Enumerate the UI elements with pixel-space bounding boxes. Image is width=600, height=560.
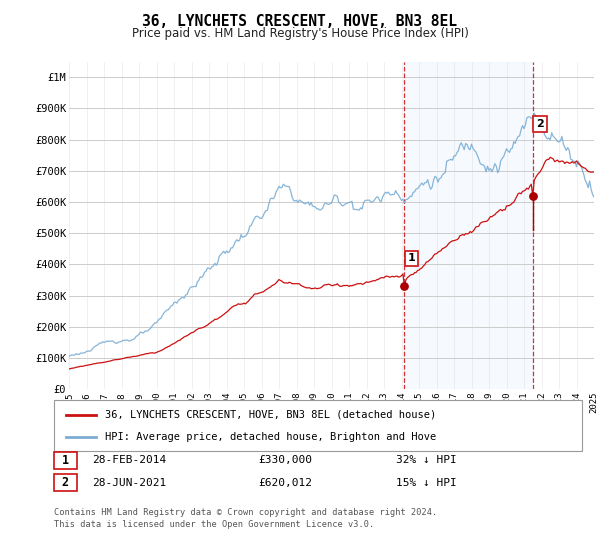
Text: 1: 1 <box>408 253 416 263</box>
Text: 36, LYNCHETS CRESCENT, HOVE, BN3 8EL (detached house): 36, LYNCHETS CRESCENT, HOVE, BN3 8EL (de… <box>105 409 436 419</box>
Text: 32% ↓ HPI: 32% ↓ HPI <box>396 455 457 465</box>
Text: Contains HM Land Registry data © Crown copyright and database right 2024.
This d: Contains HM Land Registry data © Crown c… <box>54 508 437 529</box>
Text: 36, LYNCHETS CRESCENT, HOVE, BN3 8EL: 36, LYNCHETS CRESCENT, HOVE, BN3 8EL <box>143 14 458 29</box>
Text: 15% ↓ HPI: 15% ↓ HPI <box>396 478 457 488</box>
Text: Price paid vs. HM Land Registry's House Price Index (HPI): Price paid vs. HM Land Registry's House … <box>131 27 469 40</box>
Text: £620,012: £620,012 <box>258 478 312 488</box>
Text: £330,000: £330,000 <box>258 455 312 465</box>
Text: 2: 2 <box>62 476 69 489</box>
Text: 2: 2 <box>536 119 544 129</box>
Text: 28-JUN-2021: 28-JUN-2021 <box>92 478 166 488</box>
Point <box>400 282 409 291</box>
Text: 28-FEB-2014: 28-FEB-2014 <box>92 455 166 465</box>
Point <box>528 192 538 200</box>
Text: 1: 1 <box>62 454 69 467</box>
Text: HPI: Average price, detached house, Brighton and Hove: HPI: Average price, detached house, Brig… <box>105 432 436 442</box>
Bar <box>404 62 533 389</box>
